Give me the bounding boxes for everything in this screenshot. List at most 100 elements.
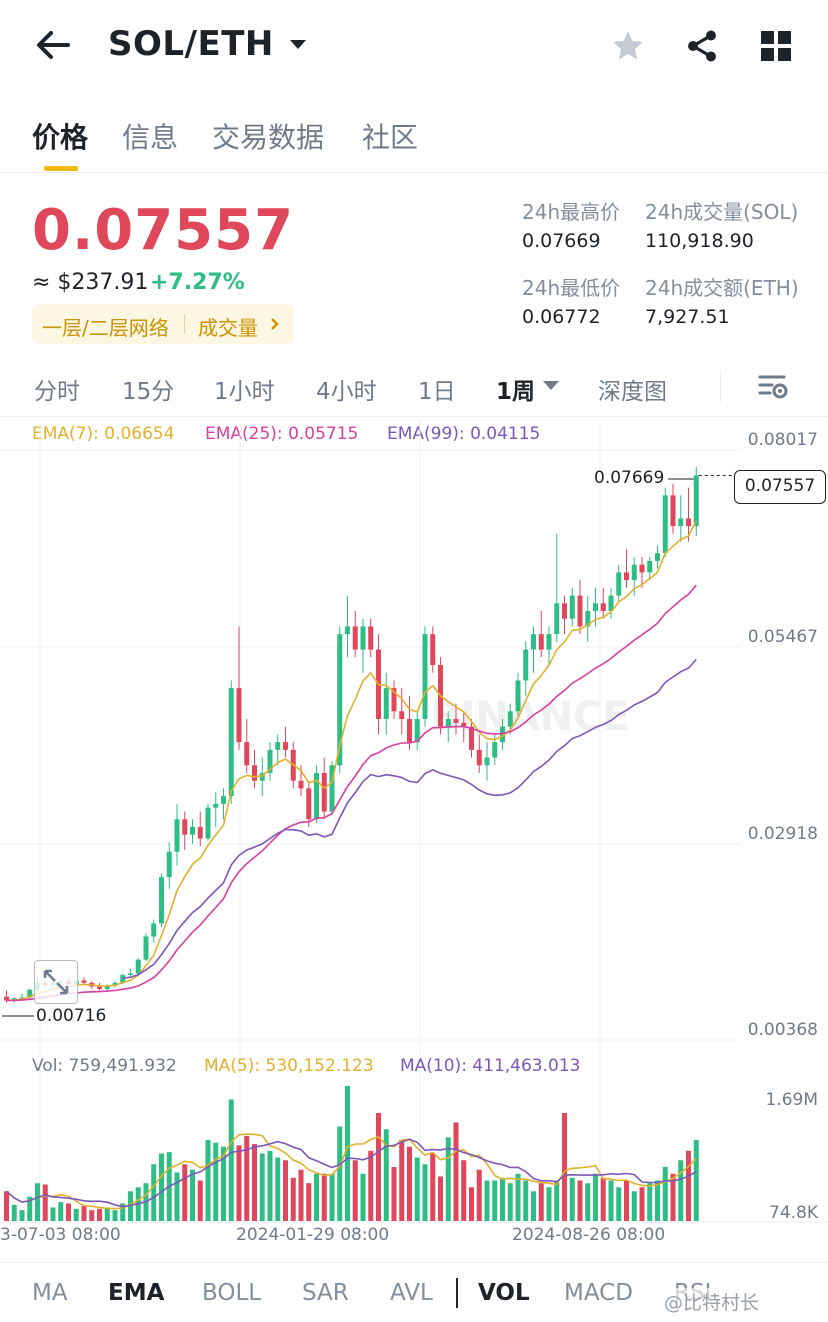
stat-vol-sol: 110,918.90 — [645, 230, 754, 252]
stat-high: 0.07669 — [522, 230, 601, 252]
volume-bar — [174, 1172, 180, 1221]
stat-vol-sol-label: 24h成交量(SOL) — [645, 200, 799, 224]
tag-volume[interactable]: 成交量 — [198, 316, 258, 340]
candle-body — [97, 986, 102, 989]
candle-body — [159, 877, 164, 924]
tab-trading-data[interactable]: 交易数据 — [212, 121, 325, 154]
volume-bar — [128, 1191, 133, 1221]
indicator-macd[interactable]: MACD — [564, 1280, 633, 1306]
volume-bar — [577, 1180, 583, 1221]
indicator-boll[interactable]: BOLL — [202, 1280, 262, 1306]
candle-body — [546, 634, 552, 650]
volume-bar — [531, 1191, 536, 1221]
candle-body — [399, 711, 405, 719]
volume-bar — [306, 1183, 312, 1221]
candle-body — [686, 518, 691, 527]
ema-lines — [5, 520, 698, 1210]
indicator-ema[interactable]: EMA — [108, 1280, 165, 1306]
interval-15m[interactable]: 15分 — [122, 379, 175, 405]
candle-body — [120, 975, 126, 983]
top-bar: SOL/ETH — [0, 0, 828, 92]
indicator-sar[interactable]: SAR — [302, 1280, 349, 1306]
ema7-line — [6, 520, 698, 1002]
divider — [0, 1262, 828, 1263]
volume-bar — [290, 1177, 296, 1221]
volume-bar — [27, 1196, 33, 1221]
stat-high-label: 24h最高价 — [522, 200, 621, 224]
chart-settings-icon[interactable] — [758, 372, 788, 400]
indicator-vol[interactable]: VOL — [478, 1280, 530, 1306]
candle-body — [135, 959, 141, 974]
zoom-toggle[interactable] — [34, 960, 78, 1004]
tag-layer[interactable]: 一层/二层网络 — [42, 316, 169, 340]
volume-bar — [205, 1140, 211, 1221]
tab-price[interactable]: 价格 — [32, 121, 89, 154]
high-marker: 0.07669 — [594, 468, 665, 488]
candle-body — [383, 688, 389, 719]
back-arrow-icon[interactable] — [34, 28, 72, 62]
volume-bar — [453, 1122, 459, 1221]
candle-body — [670, 495, 676, 527]
volume-bar — [383, 1129, 389, 1221]
star-icon[interactable] — [610, 28, 646, 64]
candle-body — [624, 572, 629, 581]
candle-body — [267, 749, 273, 773]
interval-1w[interactable]: 1周 — [496, 379, 536, 405]
volume-bar — [376, 1113, 381, 1221]
current-price-tag: 0.07557 — [734, 470, 826, 504]
share-icon[interactable] — [684, 28, 720, 64]
candle-body — [507, 711, 513, 727]
pair-title[interactable]: SOL/ETH — [108, 24, 274, 64]
candle-body — [337, 634, 343, 766]
volume-bar — [50, 1207, 56, 1221]
interval-time[interactable]: 分时 — [34, 379, 80, 405]
candle-body — [321, 772, 327, 812]
volume-bar — [267, 1150, 273, 1221]
volume-bar — [112, 1210, 118, 1221]
x-axis-label: 2024-08-26 08:00 — [512, 1225, 666, 1245]
ma10-legend: MA(10): 411,463.013 — [400, 1056, 581, 1076]
ema7-legend: EMA(7): 0.06654 — [32, 424, 175, 444]
candle-body — [259, 772, 265, 781]
candle-body — [492, 742, 498, 758]
candle-body — [314, 772, 319, 820]
candle-body — [631, 564, 637, 581]
interval-1d[interactable]: 1日 — [418, 379, 456, 405]
volume-bar — [693, 1140, 699, 1221]
grid-menu-icon[interactable] — [760, 30, 792, 62]
interval-depth[interactable]: 深度图 — [598, 379, 667, 405]
tab-info[interactable]: 信息 — [122, 121, 179, 154]
price-chart[interactable]: BINANCE — [0, 0, 828, 1260]
volume-bar — [554, 1180, 560, 1221]
price-change: +7.27% — [150, 270, 245, 295]
volume-bar — [662, 1167, 668, 1221]
candle-body — [616, 572, 622, 596]
pair-dropdown-icon[interactable] — [288, 38, 308, 52]
candle-body — [414, 718, 420, 743]
volume-bar — [399, 1140, 405, 1221]
volume-bar — [445, 1137, 451, 1221]
volume-bar — [546, 1187, 552, 1221]
volume-bar — [66, 1203, 71, 1221]
tag-pill[interactable]: 一层/二层网络 成交量 — [32, 304, 294, 344]
volume-bar — [252, 1144, 257, 1221]
candle-body — [469, 726, 474, 750]
candle-body — [244, 742, 250, 766]
stat-low: 0.06772 — [522, 306, 601, 328]
tab-community[interactable]: 社区 — [362, 121, 419, 154]
volume-bar — [538, 1183, 544, 1221]
divider — [720, 370, 721, 402]
indicator-ma[interactable]: MA — [32, 1280, 68, 1306]
main-tabs: 价格 信息 交易数据 社区 — [0, 110, 828, 172]
ema25-line — [6, 584, 697, 1002]
interval-4h[interactable]: 4小时 — [316, 379, 377, 405]
interval-dropdown-icon[interactable] — [542, 380, 560, 392]
candle-body — [128, 973, 133, 976]
vol-ma10-line — [5, 1138, 697, 1208]
candle-body — [368, 626, 374, 650]
volume-bar — [244, 1135, 250, 1221]
volume-bar — [608, 1180, 614, 1221]
indicator-avl[interactable]: AVL — [390, 1280, 433, 1306]
volume-bar — [19, 1210, 25, 1221]
interval-1h[interactable]: 1小时 — [214, 379, 275, 405]
